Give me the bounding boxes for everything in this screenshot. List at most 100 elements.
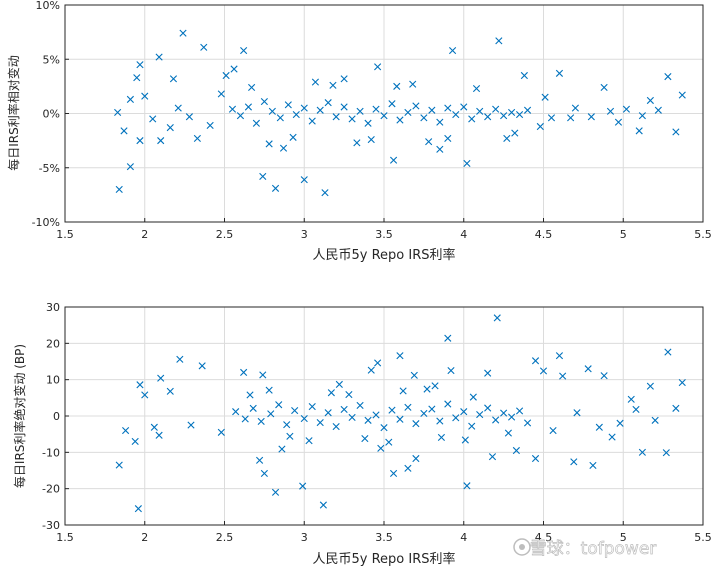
data-point	[396, 415, 404, 423]
x-tick-label: 4	[460, 228, 467, 241]
data-point	[126, 95, 134, 103]
x-tick-label: 1.5	[56, 228, 74, 241]
data-point	[463, 482, 471, 490]
data-point	[348, 413, 356, 422]
data-point	[428, 405, 436, 413]
data-point	[420, 114, 428, 122]
data-point	[279, 144, 288, 152]
data-point	[412, 102, 420, 110]
x-tick-label: 2.5	[216, 228, 234, 241]
data-point	[265, 140, 273, 148]
data-point	[176, 355, 184, 363]
chart-absolute-change: 1.5 2 2.5 3 3.5 4 4.5 5 5.5 -30 -20 -10 0 10 20 30 人民币5y…	[12, 301, 712, 566]
data-point	[393, 82, 401, 90]
x-tick-label: 3.5	[375, 228, 393, 241]
x-tick-label: 4	[460, 531, 467, 544]
data-point	[300, 414, 308, 423]
data-point	[444, 334, 452, 342]
data-point	[409, 80, 417, 88]
data-point	[259, 172, 267, 181]
data-point	[228, 105, 237, 113]
data-point	[573, 409, 581, 417]
data-point	[136, 381, 144, 389]
data-point	[222, 71, 230, 80]
data-point	[332, 422, 340, 431]
data-point	[275, 401, 283, 409]
axes-frame	[64, 306, 704, 526]
data-point	[646, 96, 654, 105]
data-point	[157, 374, 165, 382]
data-point	[678, 91, 686, 99]
data-point	[571, 104, 579, 112]
data-point	[547, 114, 556, 122]
data-point	[305, 437, 313, 445]
data-point	[606, 107, 615, 115]
data-point	[469, 393, 477, 401]
data-point	[523, 419, 532, 427]
data-point	[468, 422, 476, 430]
data-point	[531, 454, 540, 463]
data-point	[600, 372, 608, 380]
data-point	[404, 403, 412, 411]
x-tick-label: 3	[301, 531, 308, 544]
data-point	[555, 352, 564, 360]
x-tick-label: 5.5	[694, 228, 712, 241]
data-point	[567, 114, 575, 122]
data-point	[448, 46, 457, 55]
data-point	[217, 90, 225, 98]
data-point	[179, 29, 187, 37]
data-point	[423, 385, 431, 393]
data-point	[646, 382, 654, 390]
data-point	[541, 93, 549, 101]
data-point	[364, 119, 372, 127]
data-point	[241, 415, 249, 423]
data-point	[367, 366, 375, 374]
data-point	[240, 368, 248, 376]
data-point	[248, 83, 256, 92]
data-point	[678, 378, 686, 387]
data-point	[614, 118, 623, 126]
data-point	[672, 404, 680, 412]
data-point	[149, 115, 157, 123]
data-point	[520, 71, 528, 80]
data-point	[141, 391, 149, 399]
data-point	[399, 387, 407, 395]
data-point	[380, 112, 388, 120]
data-point	[404, 464, 412, 472]
data-point	[372, 105, 380, 113]
data-point	[389, 469, 398, 477]
x-axis-label: 人民币5y Repo IRS利率	[312, 247, 455, 263]
data-point	[166, 124, 174, 132]
data-point	[187, 421, 195, 429]
data-point	[447, 366, 455, 375]
data-point	[500, 112, 508, 120]
data-point	[324, 99, 332, 107]
data-point	[412, 454, 420, 463]
data-point	[460, 408, 468, 416]
data-point	[484, 113, 492, 121]
data-point	[155, 53, 163, 61]
data-point	[388, 100, 396, 108]
data-point	[492, 105, 500, 113]
y-tick-label: 20	[46, 337, 60, 350]
data-point	[651, 416, 659, 424]
x-tick-label: 2	[141, 228, 148, 241]
data-point	[444, 134, 452, 143]
x-tick-label: 2	[141, 531, 148, 544]
data-point	[133, 74, 141, 82]
data-point	[584, 365, 592, 373]
data-point	[460, 103, 468, 111]
data-point	[345, 390, 353, 399]
data-point	[616, 419, 624, 427]
data-point	[622, 105, 631, 113]
data-point	[286, 432, 294, 440]
data-point	[372, 411, 380, 419]
data-point	[131, 437, 139, 446]
x-axis-label: 人民币5y Repo IRS利率	[312, 551, 455, 566]
data-point	[136, 137, 144, 145]
data-point	[504, 429, 512, 437]
data-point	[122, 426, 130, 435]
data-point	[155, 431, 163, 439]
snowball-logo-icon	[513, 538, 531, 556]
data-point	[249, 404, 257, 412]
